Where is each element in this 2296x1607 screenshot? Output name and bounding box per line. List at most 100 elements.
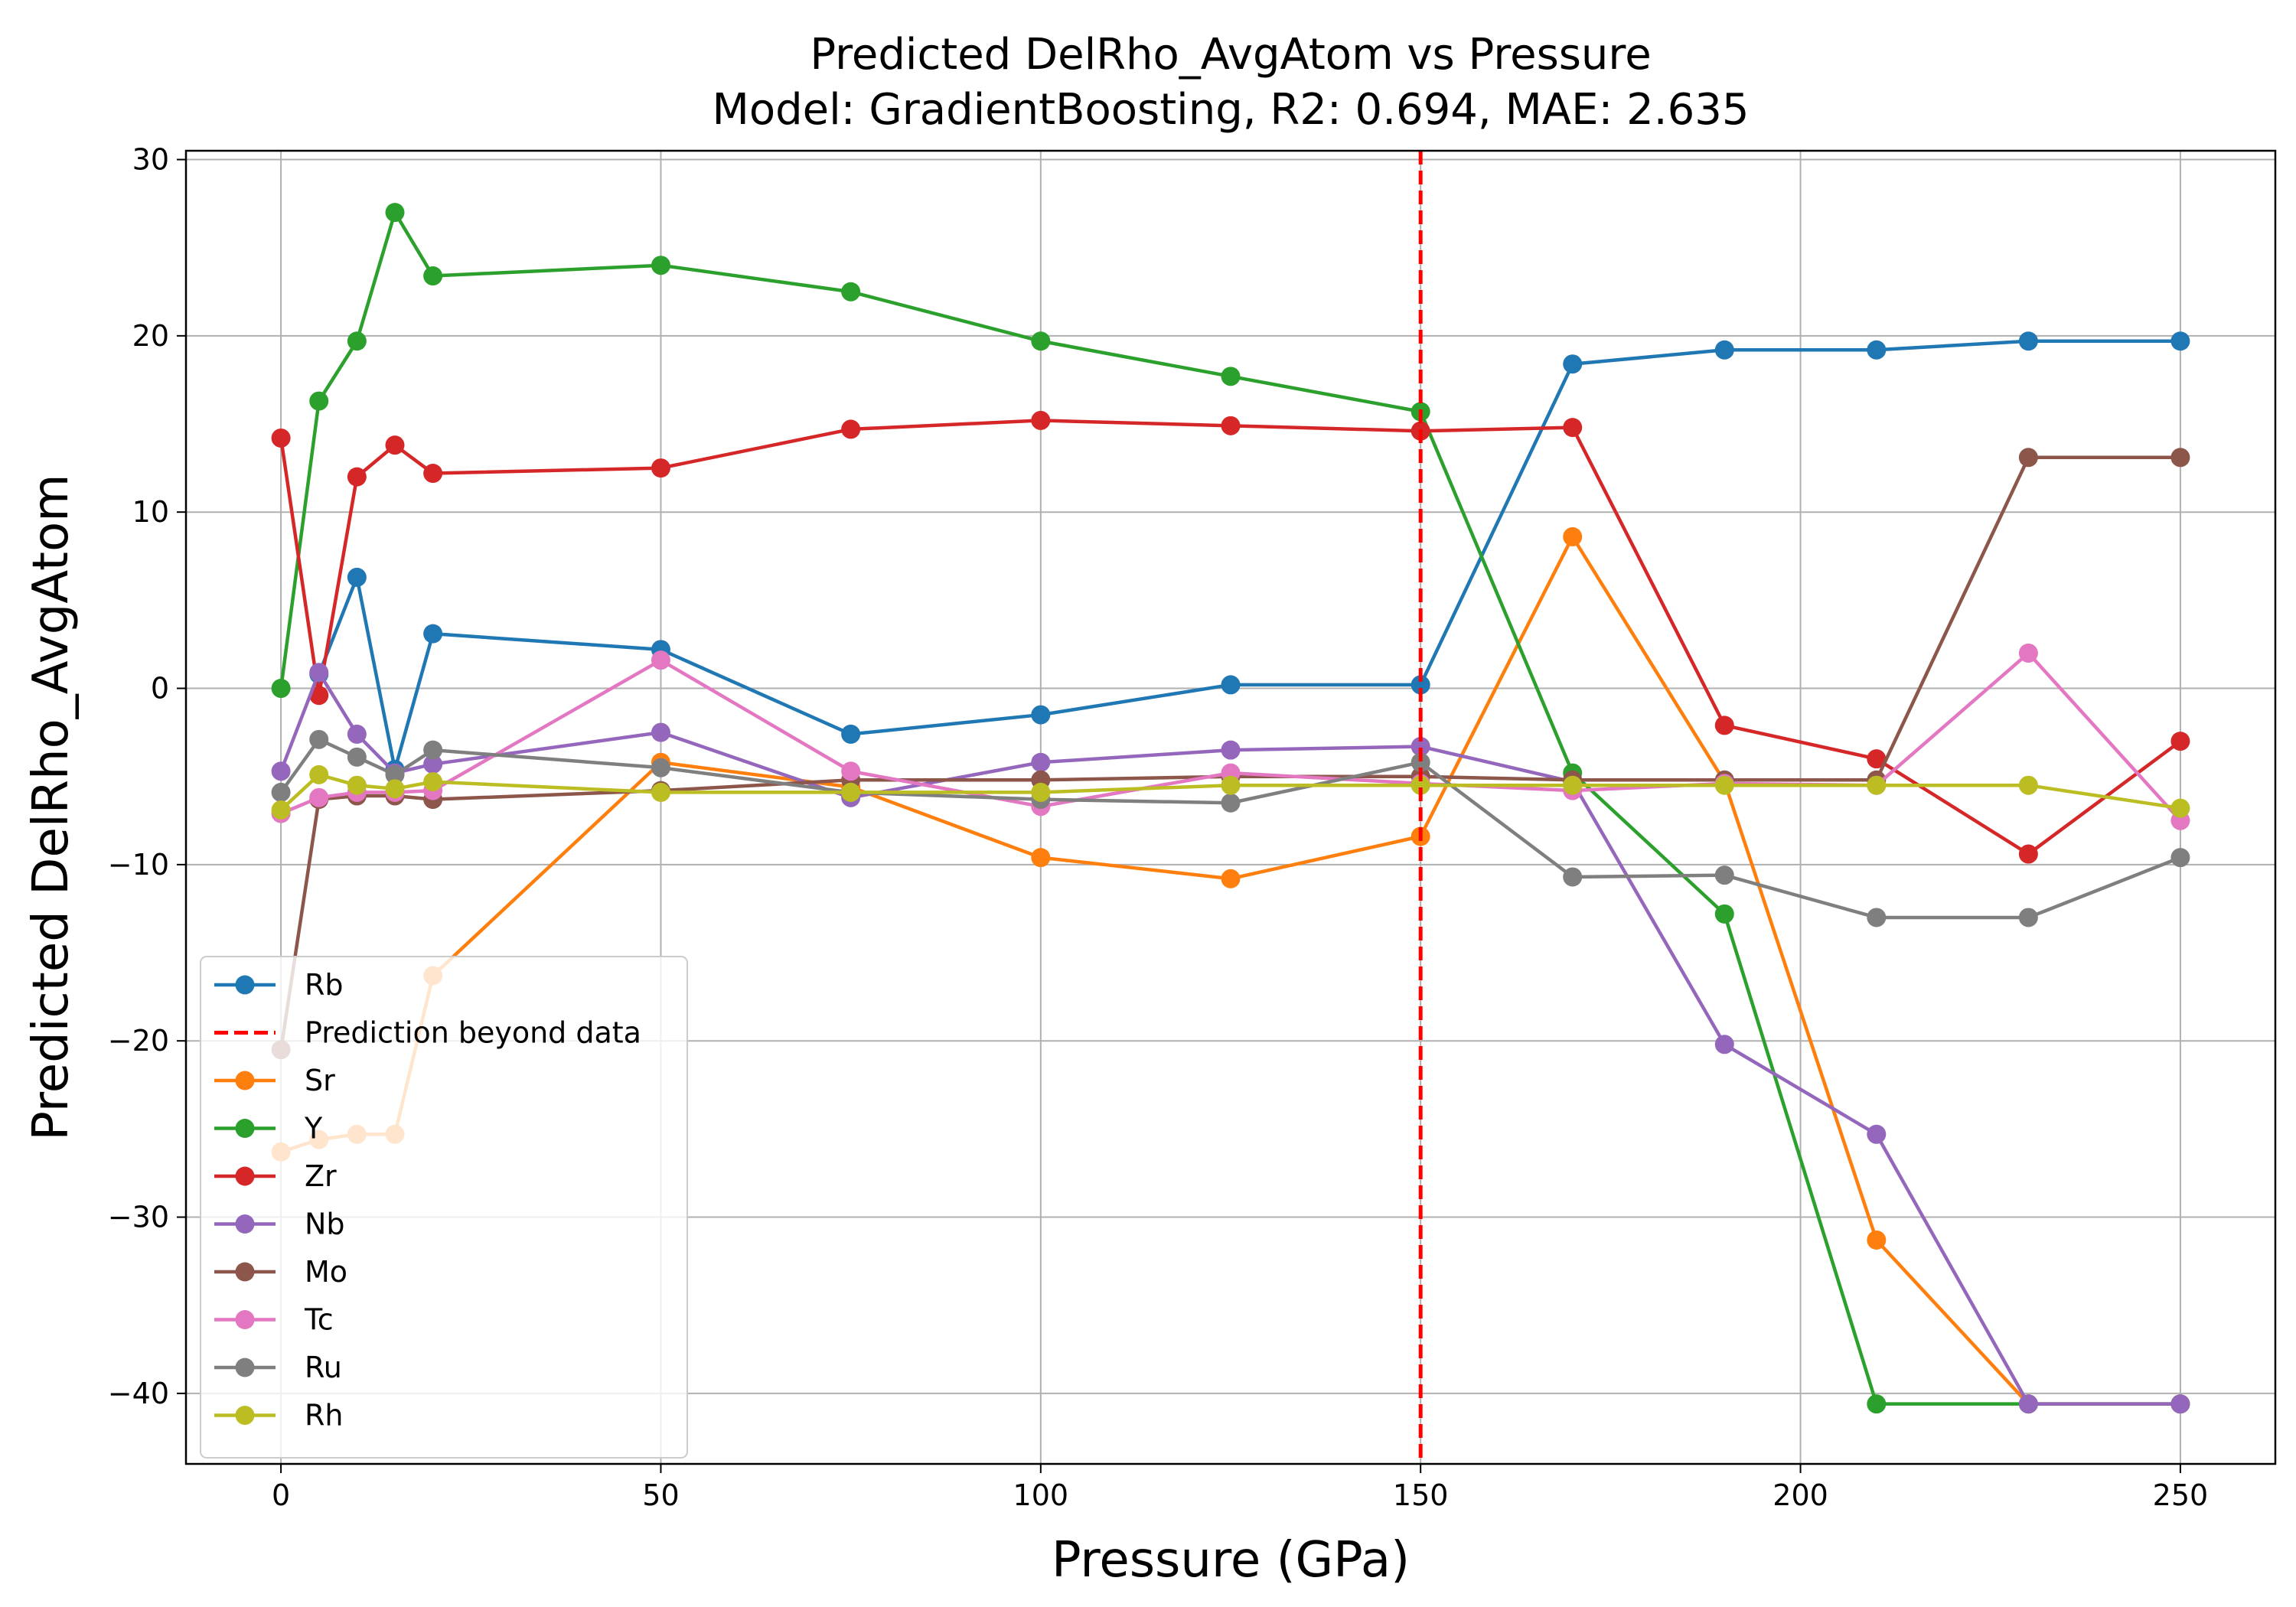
data-point <box>1221 740 1241 760</box>
data-point <box>1411 737 1430 757</box>
y-tick-label: 20 <box>132 319 169 353</box>
legend-label: Prediction beyond data <box>305 1016 641 1050</box>
data-point <box>271 679 291 699</box>
y-tick-label: 0 <box>151 672 169 706</box>
legend-label: Tc <box>304 1303 334 1337</box>
data-point <box>2018 1394 2038 1414</box>
data-point <box>651 458 670 478</box>
data-point <box>1031 705 1051 725</box>
y-tick-label: −20 <box>108 1024 169 1058</box>
data-point <box>385 779 405 799</box>
legend-marker <box>235 1262 255 1282</box>
series-ru <box>271 729 2190 927</box>
data-point <box>1867 1230 1887 1250</box>
data-point <box>2018 331 2038 351</box>
x-tick-label: 150 <box>1393 1478 1449 1512</box>
legend-item-sr: Sr <box>214 1064 335 1097</box>
y-tick-label: 30 <box>132 143 169 177</box>
data-point <box>309 391 329 411</box>
data-point <box>2170 798 2190 818</box>
data-point <box>2170 732 2190 751</box>
data-point <box>841 282 861 302</box>
legend-label: Rh <box>305 1399 344 1433</box>
data-point <box>1031 410 1051 430</box>
data-point <box>1714 904 1734 924</box>
data-point <box>651 256 670 275</box>
series-group <box>271 203 2190 1414</box>
data-point <box>385 435 405 455</box>
data-point <box>1867 908 1887 927</box>
data-point <box>1714 865 1734 885</box>
data-point <box>651 758 670 777</box>
data-point <box>1031 752 1051 772</box>
data-point <box>1867 340 1887 360</box>
data-point <box>1563 775 1583 795</box>
data-point <box>1563 867 1583 887</box>
legend-item-nb: Nb <box>214 1208 345 1241</box>
data-point <box>2170 848 2190 868</box>
legend-marker <box>235 1214 255 1234</box>
data-point <box>1714 715 1734 735</box>
data-point <box>1867 1394 1887 1414</box>
data-point <box>1031 331 1051 351</box>
data-point <box>2170 448 2190 468</box>
data-point <box>347 724 367 744</box>
data-point <box>1563 418 1583 438</box>
legend-label: Zr <box>305 1159 337 1193</box>
legend-item-rh: Rh <box>214 1399 344 1433</box>
legend-box <box>200 956 688 1459</box>
y-tick-label: 10 <box>132 495 169 529</box>
y-axis-label: Predicted DelRho_AvgAtom <box>23 474 80 1140</box>
chart-subtitle: Model: GradientBoosting, R2: 0.694, MAE:… <box>713 85 1750 135</box>
data-point <box>2018 844 2038 864</box>
legend-label: Sr <box>305 1064 335 1097</box>
legend-marker <box>235 1406 255 1425</box>
data-point <box>271 761 291 781</box>
data-point <box>2170 1394 2190 1414</box>
chart-title: Predicted DelRho_AvgAtom vs Pressure <box>810 30 1651 80</box>
data-point <box>309 764 329 784</box>
data-point <box>1221 869 1241 888</box>
x-axis-label: Pressure (GPa) <box>1052 1532 1410 1589</box>
data-point <box>309 787 329 807</box>
data-point <box>1867 749 1887 769</box>
data-point <box>1563 526 1583 546</box>
data-point <box>1714 340 1734 360</box>
series-rh <box>271 764 2190 820</box>
legend-item-tc: Tc <box>214 1303 334 1337</box>
data-point <box>1031 848 1051 868</box>
data-point <box>2018 908 2038 927</box>
data-point <box>1867 775 1887 795</box>
x-tick-label: 50 <box>642 1478 679 1512</box>
data-point <box>1411 675 1430 695</box>
data-point <box>423 740 443 760</box>
legend-marker <box>235 975 255 995</box>
data-point <box>2170 331 2190 351</box>
legend-label: Mo <box>305 1255 347 1289</box>
legend-item-mo: Mo <box>214 1255 347 1289</box>
legend-item-zr: Zr <box>214 1159 337 1193</box>
axis-ticks: 0 50 100 150 200 250 −40 −30 −20 −10 0 10 20 30 <box>108 143 2208 1512</box>
data-point <box>423 464 443 484</box>
x-tick-label: 0 <box>272 1478 290 1512</box>
legend: Rb Prediction beyond data Sr Y Zr Nb Mo Tc Ru Rh <box>200 956 688 1459</box>
data-point <box>1221 775 1241 795</box>
data-point <box>841 724 861 744</box>
data-point <box>651 782 670 802</box>
legend-marker <box>235 1071 255 1090</box>
legend-marker <box>235 1358 255 1377</box>
data-point <box>841 761 861 781</box>
data-point <box>347 331 367 351</box>
data-point <box>1221 675 1241 695</box>
data-point <box>1411 752 1430 772</box>
data-point <box>347 567 367 587</box>
legend-item-ru: Ru <box>214 1351 342 1384</box>
legend-marker <box>235 1119 255 1138</box>
plot-frame <box>184 149 2277 1465</box>
y-tick-label: −10 <box>108 848 169 882</box>
legend-marker <box>235 1166 255 1186</box>
data-point <box>1714 775 1734 795</box>
legend-label: Y <box>304 1112 323 1146</box>
data-point <box>385 203 405 223</box>
